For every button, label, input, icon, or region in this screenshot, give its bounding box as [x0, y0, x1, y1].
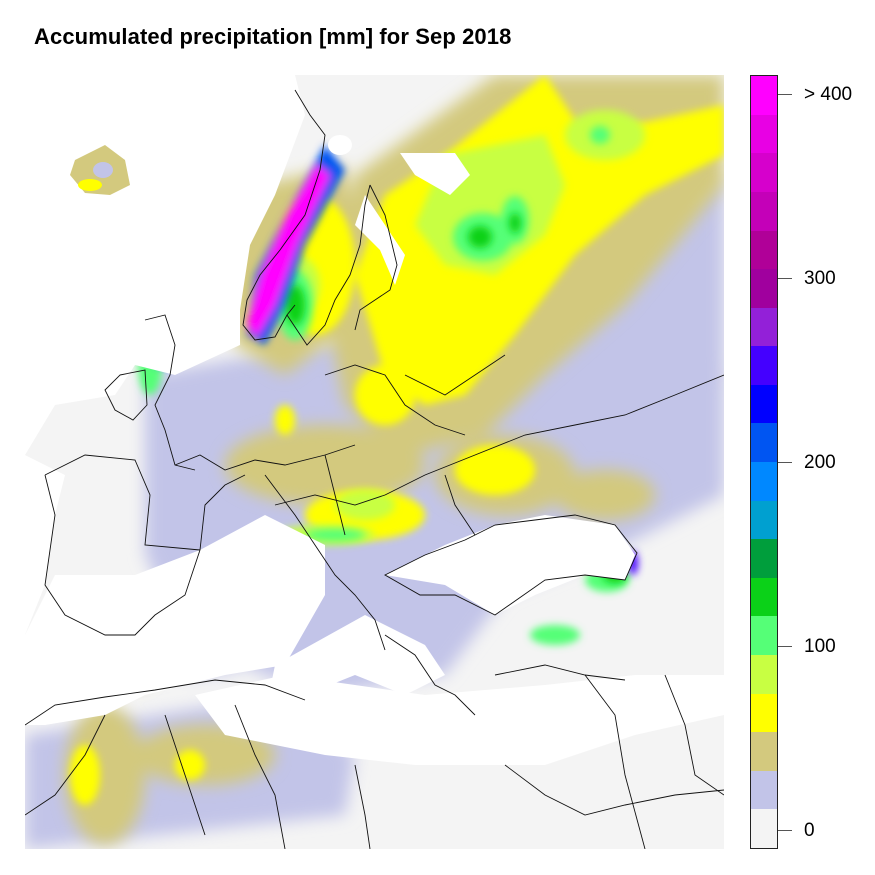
iceland [70, 145, 130, 195]
colorbar-band [751, 500, 777, 540]
colorbar-band [751, 384, 777, 424]
colorbar-label-100: 100 [804, 636, 836, 657]
colorbar-band [751, 539, 777, 578]
colorbar-tick [778, 94, 792, 95]
chart-title: Accumulated precipitation [mm] for Sep 2… [34, 24, 512, 49]
colorbar-band [751, 462, 777, 501]
colorbar [750, 75, 778, 849]
colorbar-band [751, 114, 777, 154]
colorbar-tick [778, 278, 792, 279]
colorbar-band [751, 616, 777, 656]
colorbar-tick [778, 646, 792, 647]
colorbar-band [751, 307, 777, 347]
colorbar-band [751, 732, 777, 771]
precipitation-map [25, 75, 724, 849]
colorbar-band [751, 76, 777, 115]
colorbar-band [751, 693, 777, 733]
colorbar-label-200: 200 [804, 452, 836, 473]
colorbar-band [751, 770, 777, 810]
colorbar-label-400: > 400 [804, 84, 853, 105]
colorbar-tick [778, 830, 792, 831]
colorbar-band [751, 655, 777, 694]
colorbar-label-300: 300 [804, 268, 836, 289]
colorbar-band [751, 153, 777, 192]
colorbar-band [751, 577, 777, 617]
map-raster [25, 75, 724, 849]
colorbar-label-0: 0 [804, 820, 815, 841]
colorbar-band [751, 809, 777, 848]
coastlines-borders [25, 89, 724, 849]
colorbar-band [751, 346, 777, 385]
colorbar-band [751, 191, 777, 231]
colorbar-tick [778, 462, 792, 463]
colorbar-band [751, 423, 777, 463]
colorbar-band [751, 230, 777, 270]
colorbar-band [751, 269, 777, 308]
